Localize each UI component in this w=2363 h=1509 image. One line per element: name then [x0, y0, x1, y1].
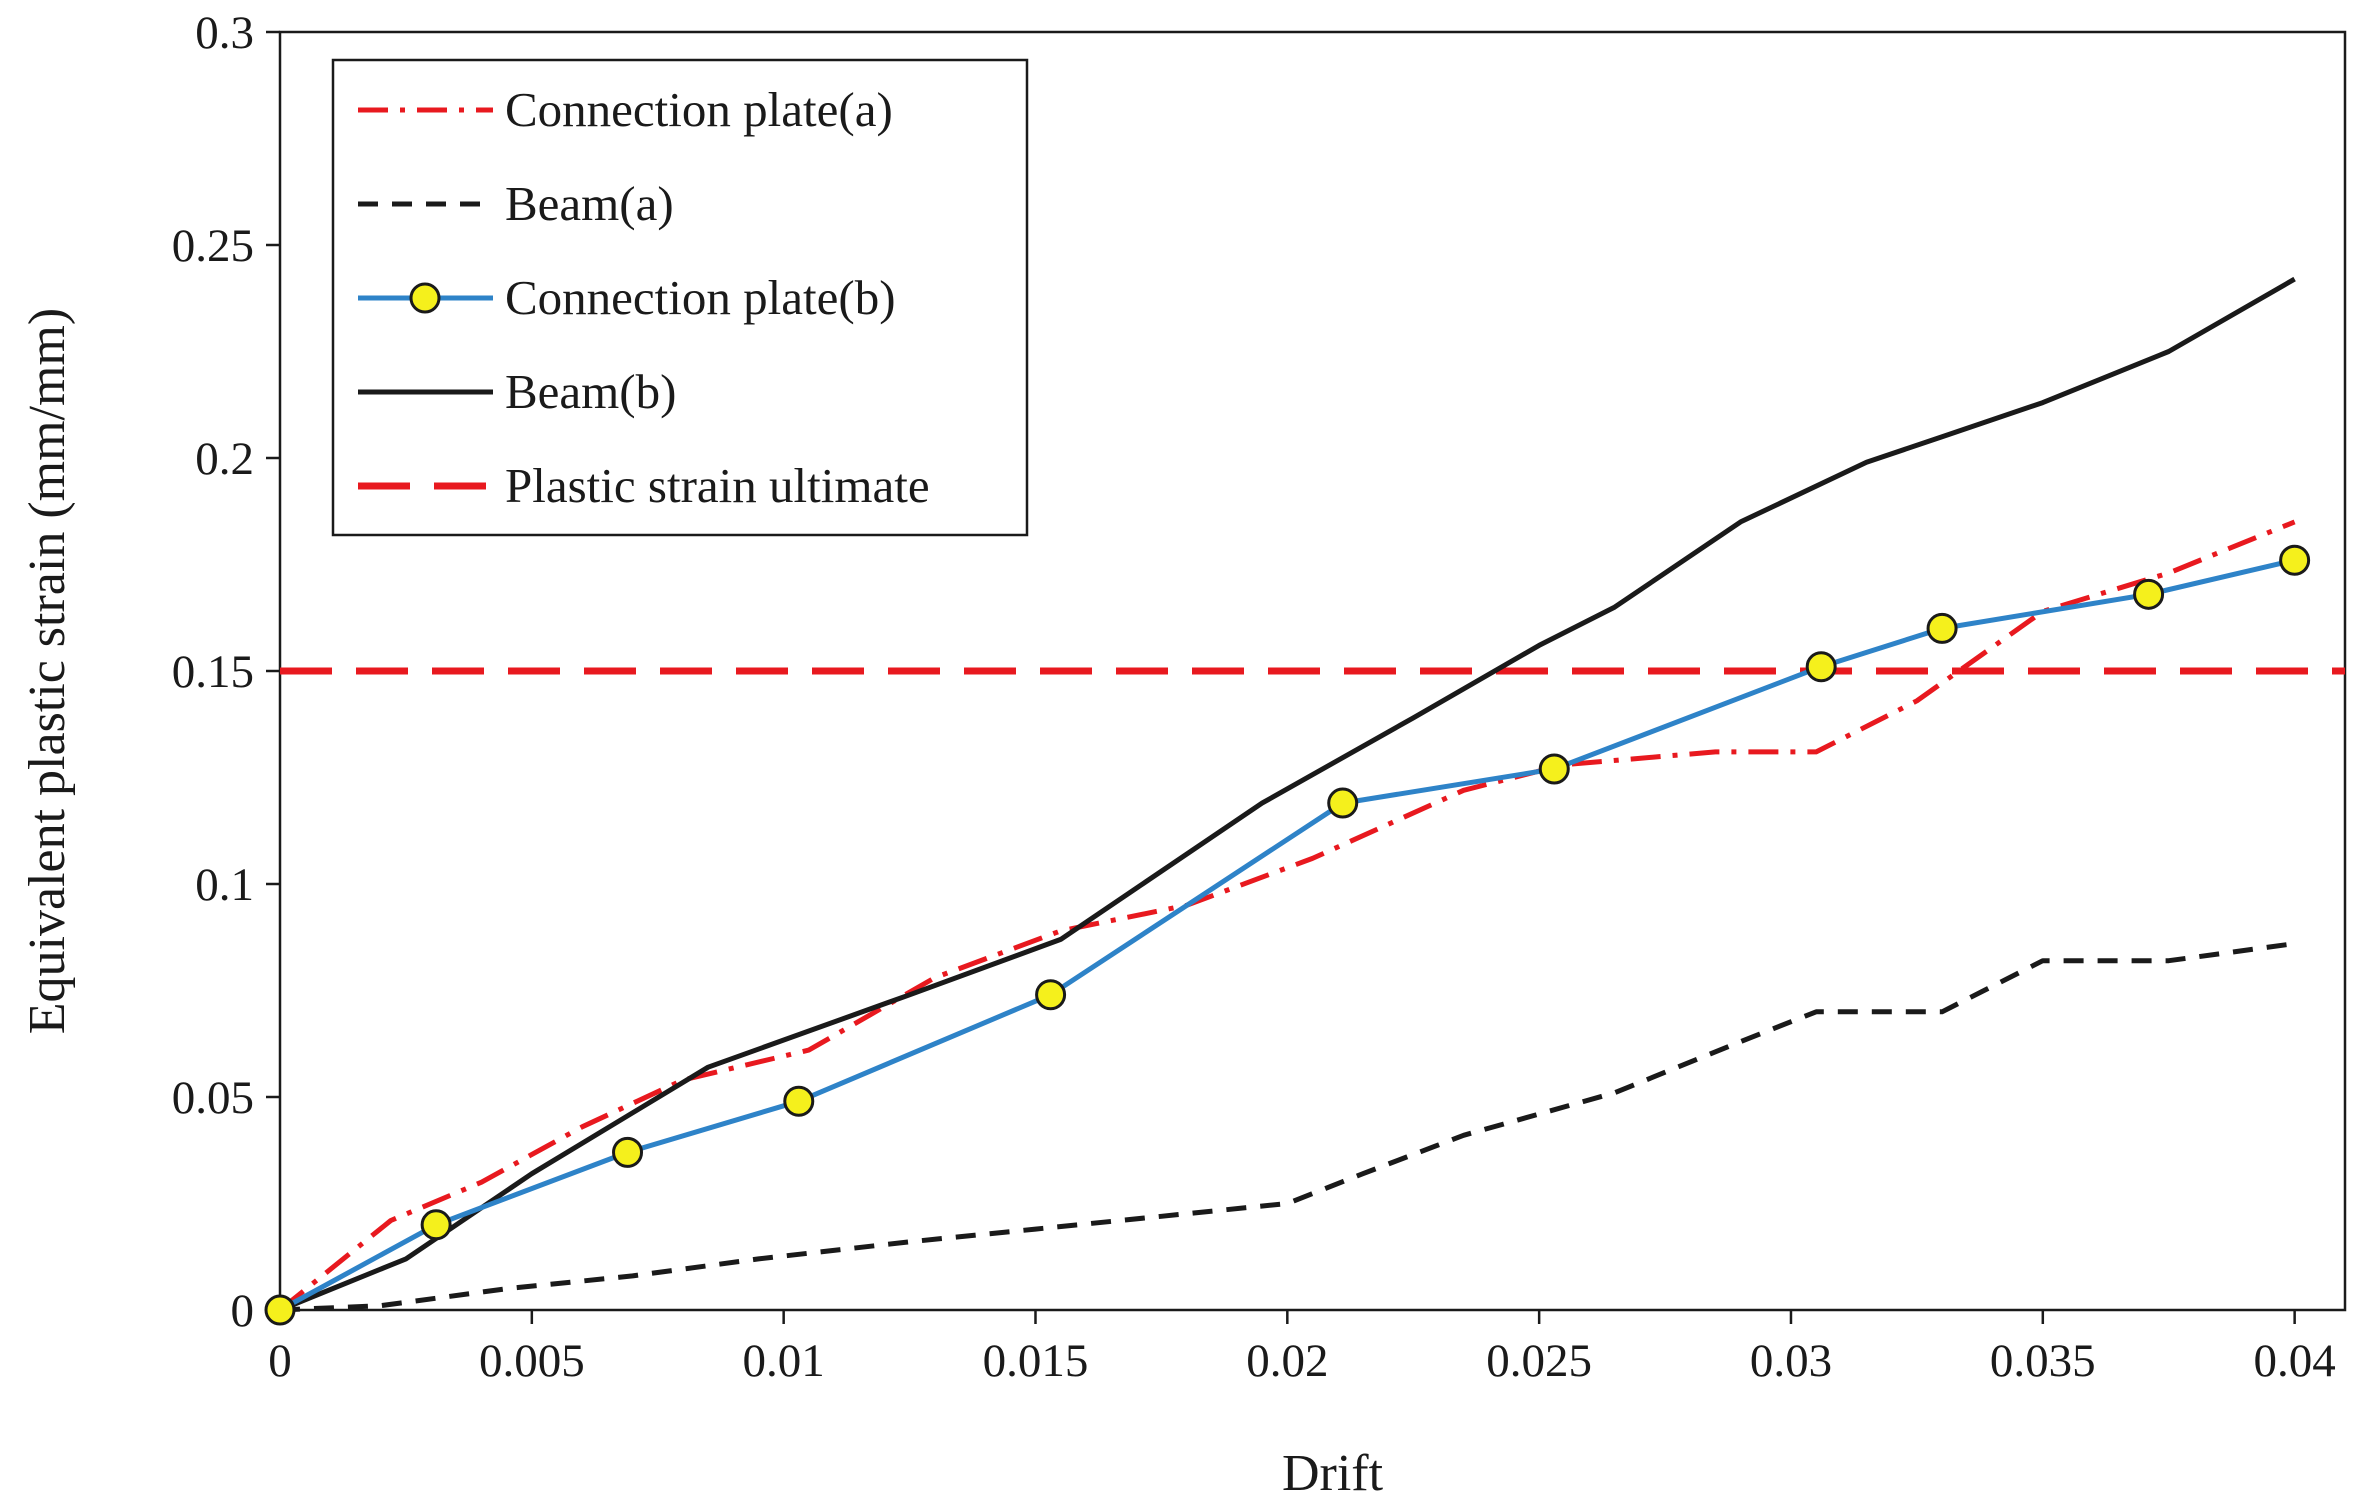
y-axis-title: Equivalent plastic strain (mm/mm) — [19, 308, 76, 1034]
legend-label: Beam(a) — [505, 176, 674, 231]
x-tick-label: 0 — [268, 1335, 292, 1387]
series-beam-b — [279, 276, 2296, 1313]
x-tick-label: 0.03 — [1750, 1335, 1832, 1387]
y-tick-label: 0.2 — [195, 433, 254, 485]
data-point — [1538, 753, 1570, 785]
y-tick-label: 0 — [231, 1285, 255, 1337]
legend-label: Plastic strain ultimate — [505, 458, 930, 513]
x-axis-title: Drift — [1282, 1445, 1384, 1502]
data-point — [1805, 651, 1837, 683]
series-connection-plate-b — [264, 544, 2311, 1326]
x-tick-label: 0.005 — [479, 1335, 585, 1387]
legend-item-connection-plate-a: Connection plate(a) — [358, 82, 893, 137]
series-connection-plate-a — [278, 519, 2296, 1312]
data-point — [2279, 544, 2311, 576]
y-tick-label: 0.05 — [172, 1072, 254, 1124]
data-point — [1926, 612, 1958, 644]
legend-item-connection-plate-b: Connection plate(b) — [358, 270, 896, 325]
x-tick-label: 0.04 — [2254, 1335, 2336, 1387]
x-tick-label: 0.025 — [1486, 1335, 1592, 1387]
legend-item-beam-b: Beam(b) — [358, 364, 676, 419]
y-tick-label: 0.25 — [172, 220, 254, 272]
y-tick-label: 0.15 — [172, 646, 254, 698]
data-series — [264, 276, 2345, 1326]
data-point — [264, 1294, 296, 1326]
legend-label: Connection plate(a) — [505, 82, 893, 137]
y-tick-label: 0.3 — [195, 7, 254, 59]
data-point — [420, 1209, 452, 1241]
y-tick-label: 0.1 — [195, 859, 254, 911]
data-point — [2133, 578, 2165, 610]
series-line-beam-b — [279, 276, 2296, 1313]
legend-item-plastic-strain-ultimate: Plastic strain ultimate — [358, 458, 930, 513]
data-point — [1327, 787, 1359, 819]
x-tick-label: 0.02 — [1246, 1335, 1328, 1387]
legend-label: Beam(b) — [505, 364, 676, 419]
data-point — [1035, 979, 1067, 1011]
legend-item-beam-a: Beam(a) — [358, 176, 674, 231]
tick-labels: 0 0.05 0.1 0.15 0.2 0.25 0.3 0 0.005 0.01 0.015 0.0… — [172, 7, 2336, 1387]
legend-label: Connection plate(b) — [505, 270, 896, 325]
data-point — [783, 1085, 815, 1117]
x-tick-label: 0.035 — [1990, 1335, 2096, 1387]
data-point — [612, 1136, 644, 1168]
x-tick-label: 0.01 — [743, 1335, 825, 1387]
series-line-connection-plate-a — [278, 519, 2296, 1312]
legend-marker — [409, 282, 441, 314]
legend: Connection plate(a) Beam(a) Connection pla… — [331, 58, 1029, 537]
x-tick-label: 0.015 — [983, 1335, 1089, 1387]
